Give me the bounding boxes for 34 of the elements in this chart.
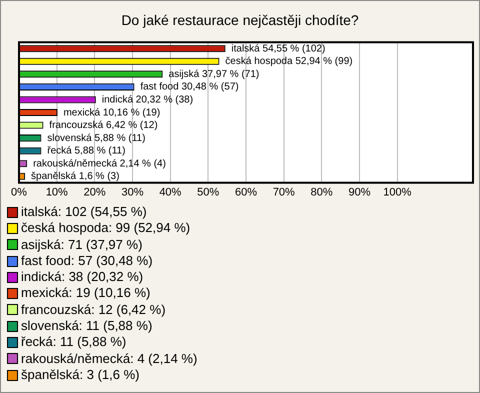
text: asijská: 71 (37,97 %) xyxy=(21,236,142,253)
x-tick-label: 0% xyxy=(11,186,28,198)
text: fast food: 57 (30,48 %) xyxy=(21,252,153,270)
data-label: asijská 37,97 % (71) xyxy=(168,68,260,80)
x-tick-label: 50% xyxy=(197,186,220,198)
x-tick-label: 10% xyxy=(46,186,68,198)
x-tick-label: 90% xyxy=(348,186,371,198)
data-label: španělská 1,6 % (3) xyxy=(31,171,120,182)
data-label: česká hospoda 52,94 % (99) xyxy=(225,56,353,68)
x-tick-label: 60% xyxy=(234,186,258,198)
text: francouzská: 12 (6,42 %) xyxy=(21,302,166,318)
x-tick-label: 80% xyxy=(310,186,333,198)
x-tick-label: 20% xyxy=(84,186,106,198)
text: italská: 102 (54,55 %) xyxy=(21,204,147,220)
data-label: slovenská 5,88 % (11) xyxy=(47,132,146,144)
x-tick-label: 100% xyxy=(383,186,412,198)
text: mexická: 19 (10,16 %) xyxy=(21,285,150,302)
text: řecká: 11 (5,88 %) xyxy=(21,334,126,351)
data-label: francouzská 6,42 % (12) xyxy=(49,120,158,132)
x-tick-label: 40% xyxy=(159,186,182,198)
text: slovenská: 11 (5,88 %) xyxy=(21,318,152,334)
text: indická: 38 (20,32 %) xyxy=(21,269,144,286)
chart-title: Do jaké restaurace nejčastěji chodíte? xyxy=(120,12,360,30)
text: španělská: 3 (1,6 %) xyxy=(21,366,140,384)
data-label: italská 54,55 % (102) xyxy=(231,43,326,54)
data-label: indická 20,32 % (38) xyxy=(102,94,194,106)
data-label: mexická 10,16 % (19) xyxy=(63,107,160,118)
x-tick-label: 30% xyxy=(121,186,144,198)
x-tick-label: 70% xyxy=(272,186,296,198)
text: česká hospoda: 99 (52,94 %) xyxy=(21,220,190,237)
data-label: fast food 30,48 % (57) xyxy=(140,82,239,93)
text: rakouská/německá: 4 (2,14 %) xyxy=(21,350,198,367)
data-label: rakouská/německá 2,14 % (4) xyxy=(33,158,166,170)
data-label: řecká 5,88 % (11) xyxy=(47,146,126,157)
